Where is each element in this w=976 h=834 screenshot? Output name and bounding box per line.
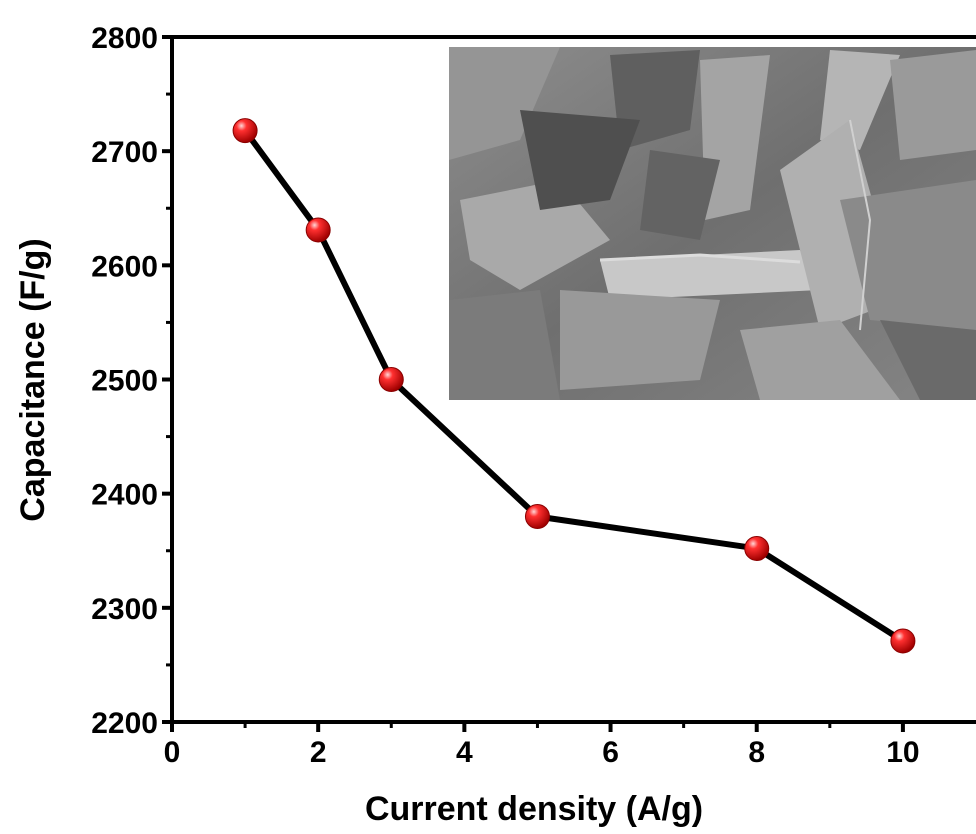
- y-tick-label: 2300: [91, 593, 158, 626]
- data-point-marker: [305, 217, 331, 243]
- y-tick-label: 2500: [91, 365, 158, 398]
- x-tick-label: 0: [164, 736, 181, 769]
- x-tick-label: 4: [456, 736, 473, 769]
- y-tick-label: 2200: [91, 707, 158, 740]
- data-point-marker: [378, 367, 404, 392]
- data-point-marker: [744, 535, 770, 561]
- x-tick-label: 2: [310, 736, 327, 769]
- series-markers: [232, 118, 916, 654]
- x-tick-label: 10: [886, 736, 919, 769]
- x-ticks: 0 2 4 6 8 10: [164, 722, 920, 769]
- data-point-marker: [232, 118, 258, 144]
- y-ticks: 2200 2300 2400 2500 2600 2700 2800: [91, 22, 172, 740]
- sem-inset-image: [449, 47, 976, 400]
- y-axis-title: Capacitance (F/g): [14, 238, 52, 521]
- x-tick-label: 8: [748, 736, 765, 769]
- x-axis-title: Current density (A/g): [365, 790, 703, 828]
- y-tick-label: 2400: [91, 479, 158, 512]
- x-tick-label: 6: [602, 736, 619, 769]
- y-tick-label: 2800: [91, 22, 158, 55]
- data-point-marker: [890, 628, 916, 654]
- series-line: [242, 128, 905, 644]
- series-polyline: [242, 128, 905, 644]
- data-point-marker: [524, 504, 550, 529]
- y-tick-label: 2700: [91, 136, 158, 169]
- y-tick-label: 2600: [91, 250, 158, 283]
